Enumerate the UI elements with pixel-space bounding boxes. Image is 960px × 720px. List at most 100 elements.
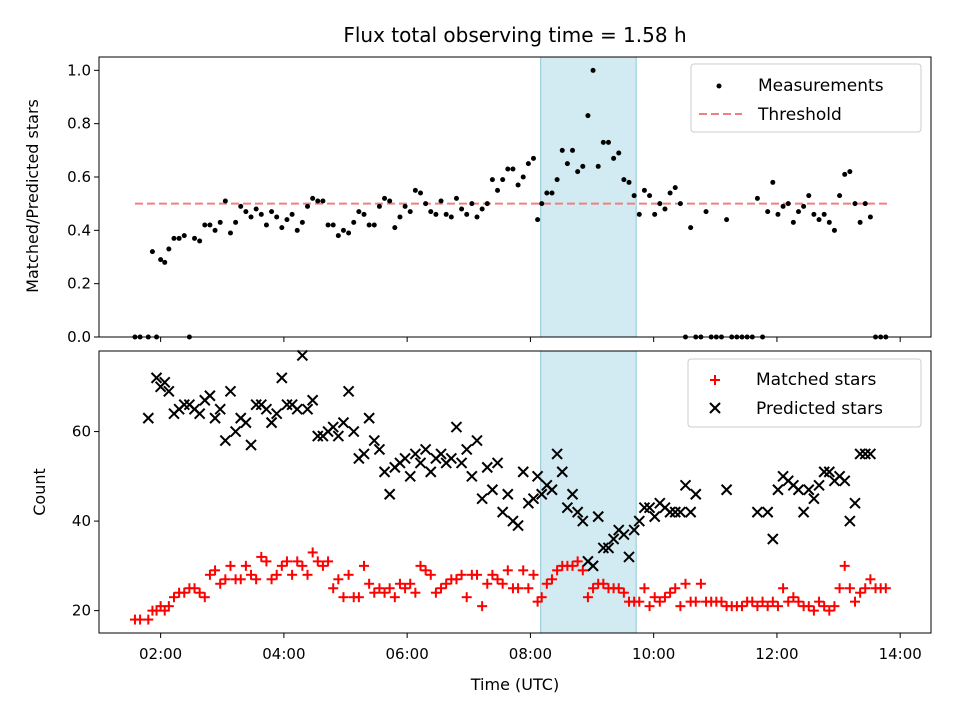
predicted-star-point-b: [414, 457, 427, 469]
matched-star-point-69: [482, 578, 493, 589]
measurement-point-14: [202, 222, 208, 228]
matched-star-point-76: [518, 565, 529, 576]
predicted-star-point-b: [306, 394, 319, 406]
matched-star-point-124: [762, 601, 773, 612]
predicted-star-point-1: [150, 372, 163, 384]
predicted-star-point-53: [414, 457, 427, 469]
matched-star-point-130: [793, 596, 804, 607]
measurement-point-8: [171, 235, 177, 241]
measurement-point-136: [826, 219, 832, 225]
measurement-point-102: [652, 211, 658, 217]
measurement-point-99: [636, 211, 642, 217]
matched-star-point-17: [215, 578, 226, 589]
measurement-point-83: [554, 177, 560, 183]
predicted-star-point-4: [163, 385, 175, 397]
predicted-star-point-106: [684, 506, 697, 518]
predicted-star-point-b: [399, 452, 411, 465]
measurement-point-103: [657, 201, 663, 207]
matched-star-point-77: [523, 583, 534, 594]
predicted-star-point-b: [517, 466, 529, 478]
predicted-star-point-b: [260, 403, 273, 415]
measurement-point-51: [392, 225, 398, 231]
predicted-star-point-b: [551, 448, 563, 460]
predicted-star-point-b: [445, 452, 458, 465]
predicted-star-point-63: [466, 470, 478, 483]
matched-star-point-27: [266, 574, 277, 585]
predicted-star-point-44: [368, 434, 380, 447]
predicted-star-point-52: [409, 448, 422, 460]
predicted-star-point-b: [643, 501, 656, 514]
measurement-point-141: [852, 201, 858, 207]
predicted-star-point-67: [486, 484, 499, 496]
predicted-star-point-91: [607, 533, 620, 545]
matched-star-point-129: [788, 592, 799, 603]
measurement-point-58: [428, 209, 434, 215]
top-axes: 0.0 0.2 0.4 0.6 0.8 1.0: [67, 56, 932, 346]
matched-star-point-101: [644, 601, 655, 612]
matched-star-point-75: [513, 583, 524, 594]
predicted-star-point-b: [435, 448, 447, 460]
predicted-star-point-b: [363, 412, 375, 424]
matched-star-point-106: [670, 583, 681, 594]
measurement-point-137: [831, 227, 837, 233]
matched-star-point-46: [364, 578, 375, 589]
predicted-star-point-77: [535, 488, 548, 500]
top-y-tick-label: 1.0: [67, 61, 91, 79]
predicted-star-point-b: [720, 484, 733, 496]
measurement-point-78: [530, 155, 536, 161]
measurement-point-91: [595, 163, 601, 169]
matched-star-point-10: [179, 587, 190, 598]
measurement-point-87: [575, 169, 581, 175]
predicted-star-point-b: [265, 416, 278, 429]
measurement-point-142: [857, 219, 863, 225]
predicted-star-point-b: [577, 515, 589, 527]
bottom-y-tick-label: 20: [72, 602, 91, 620]
predicted-star-point-39: [342, 385, 355, 397]
matched-star-point-133: [808, 605, 819, 616]
measurement-point-7: [166, 246, 172, 252]
predicted-star-point-b: [679, 479, 692, 491]
predicted-star-point-b: [761, 506, 774, 518]
matched-star-point-121: [747, 596, 758, 607]
predicted-star-point-b: [219, 434, 232, 447]
bottom-points: [129, 349, 891, 625]
predicted-star-point-32: [306, 394, 319, 406]
measurement-point-10: [181, 233, 187, 239]
matched-star-point-125: [767, 596, 778, 607]
measurement-point-82: [549, 190, 555, 196]
matched-star-point-60: [436, 583, 447, 594]
matched-star-point-100: [639, 583, 650, 594]
predicted-star-point-3: [159, 376, 171, 389]
predicted-star-point-12: [204, 390, 216, 402]
predicted-star-point-b: [214, 403, 226, 415]
bottom-y-tick-label: 40: [72, 512, 91, 530]
predicted-star-point-51: [404, 470, 416, 483]
predicted-star-point-b: [664, 506, 676, 518]
matched-star-point-16: [210, 565, 221, 576]
predicted-star-point-b: [638, 501, 651, 514]
top-y-tick-label: 0.6: [67, 168, 91, 186]
figure-title: Flux total observing time = 1.58 h: [343, 23, 686, 47]
matched-star-point-55: [410, 587, 421, 598]
measurement-point-96: [621, 177, 627, 183]
measurement-point-20: [233, 219, 239, 225]
measurement-point-65: [464, 211, 470, 217]
predicted-star-point-104: [674, 506, 687, 518]
matched-star-point-141: [849, 596, 860, 607]
predicted-star-point-109: [751, 506, 764, 518]
matched-star-point-12: [189, 583, 200, 594]
measurement-point-16: [212, 227, 218, 233]
measurement-point-34: [305, 203, 311, 209]
measurement-point-26: [263, 222, 269, 228]
measurement-point-107: [677, 201, 683, 207]
measurement-point-28: [274, 214, 280, 220]
x-axis-label: Time (UTC): [470, 675, 559, 694]
measurement-point-80: [539, 201, 545, 207]
predicted-star-point-54: [419, 443, 432, 456]
matched-star-point-80: [536, 592, 547, 603]
measurement-point-126: [775, 211, 781, 217]
matched-star-point-88: [577, 565, 588, 576]
matched-star-point-104: [659, 592, 670, 603]
matched-star-point-50: [384, 583, 395, 594]
matched-star-point-28: [271, 569, 282, 580]
